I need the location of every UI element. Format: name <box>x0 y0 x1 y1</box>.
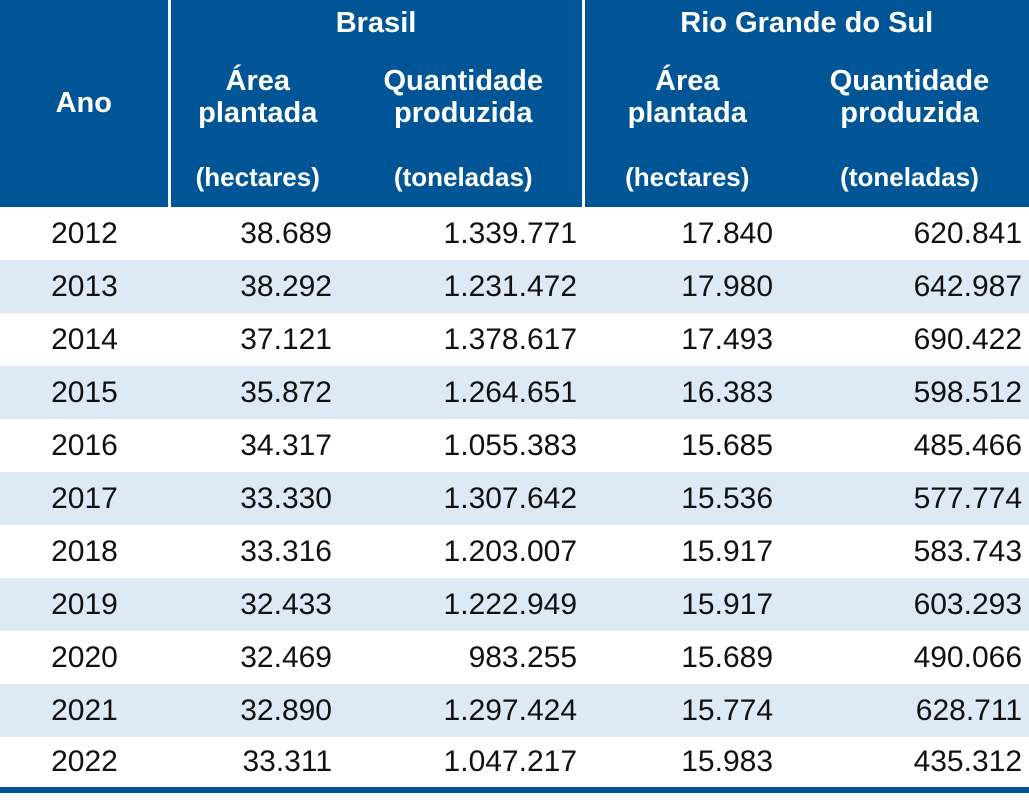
cell-year: 2019 <box>0 578 169 631</box>
header-brasil-qty: Quantidade produzida <box>345 48 584 148</box>
header-group-brasil: Brasil <box>167 0 584 48</box>
cell-brasil-area: 37.121 <box>240 322 332 356</box>
cell-rs-area: 15.774 <box>583 684 791 737</box>
cell-year: 2020 <box>51 640 118 674</box>
cell-rs-area: 17.840 <box>681 216 774 250</box>
cell-rs-qty: 690.422 <box>913 322 1023 356</box>
cell-brasil-area: 38.292 <box>169 260 345 313</box>
table-row: 2022 33.311 1.047.217 15.983 435.312 <box>0 737 1029 793</box>
table-row: 2013 38.292 1.231.472 17.980 642.987 <box>0 260 1029 313</box>
table-row: 2017 33.330 1.307.642 15.536 577.774 <box>0 472 1029 525</box>
cell-rs-qty: 490.066 <box>913 640 1023 674</box>
cell-year: 2016 <box>51 428 118 462</box>
cell-rs-area: 15.536 <box>583 472 791 525</box>
cell-brasil-area: 38.689 <box>240 216 332 250</box>
header-brasil-area: Área plantada <box>167 48 345 148</box>
cell-year: 2015 <box>0 366 169 419</box>
cell-year: 2012 <box>51 216 118 250</box>
header-year: Ano <box>0 0 169 207</box>
cell-rs-area: 16.383 <box>583 366 791 419</box>
cell-brasil-qty: 1.307.642 <box>345 472 584 525</box>
cell-year: 2013 <box>0 260 169 313</box>
table-row: 2016 34.317 1.055.383 15.685 485.466 <box>0 419 1029 472</box>
cell-rs-qty: 577.774 <box>790 472 1029 525</box>
table-row: 2015 35.872 1.264.651 16.383 598.512 <box>0 366 1029 419</box>
header-rs-qty: Quantidade produzida <box>790 48 1029 148</box>
cell-brasil-area: 32.890 <box>169 684 345 737</box>
cell-rs-qty: 603.293 <box>790 578 1029 631</box>
cell-brasil-qty: 1.231.472 <box>345 260 584 313</box>
header-rs-qty-unit: (toneladas) <box>790 148 1029 207</box>
cell-brasil-qty: 1.222.949 <box>345 578 584 631</box>
cell-rs-area: 17.980 <box>583 260 791 313</box>
cell-brasil-area: 32.433 <box>169 578 345 631</box>
cell-rs-qty: 598.512 <box>790 366 1029 419</box>
cell-brasil-area: 33.311 <box>169 737 345 793</box>
cell-brasil-area: 35.872 <box>169 366 345 419</box>
cell-brasil-qty: 1.339.771 <box>443 216 578 250</box>
cell-rs-qty: 620.841 <box>913 216 1023 250</box>
table-row: 2014 37.121 1.378.617 17.493 690.422 <box>0 313 1029 366</box>
cell-rs-qty: 485.466 <box>913 428 1023 462</box>
cell-rs-area: 17.493 <box>681 322 774 356</box>
header-group-rs: Rio Grande do Sul <box>581 0 1029 48</box>
cell-brasil-qty: 1.264.651 <box>345 366 584 419</box>
cell-rs-area: 15.983 <box>583 737 791 793</box>
header-rs-area-unit: (hectares) <box>581 148 791 207</box>
cell-year: 2022 <box>0 737 169 793</box>
table-row: 2018 33.316 1.203.007 15.917 583.743 <box>0 525 1029 578</box>
cell-rs-qty: 435.312 <box>790 737 1029 793</box>
cell-rs-area: 15.689 <box>681 640 774 674</box>
table-row: 2021 32.890 1.297.424 15.774 628.711 <box>0 684 1029 737</box>
cell-year: 2018 <box>51 534 118 568</box>
cell-brasil-qty: 983.255 <box>468 640 578 674</box>
header-rs-area: Área plantada <box>581 48 791 148</box>
table-row: 2019 32.433 1.222.949 15.917 603.293 <box>0 578 1029 631</box>
cell-brasil-area: 33.330 <box>169 472 345 525</box>
cell-brasil-area: 32.469 <box>240 640 332 674</box>
cell-brasil-qty: 1.203.007 <box>443 534 578 568</box>
cell-rs-area: 15.685 <box>681 428 774 462</box>
cell-brasil-area: 33.316 <box>240 534 332 568</box>
cell-rs-qty: 583.743 <box>913 534 1023 568</box>
cell-year: 2014 <box>51 322 118 356</box>
header-brasil-area-unit: (hectares) <box>167 148 345 207</box>
cell-brasil-qty: 1.047.217 <box>345 737 584 793</box>
cell-brasil-qty: 1.297.424 <box>345 684 584 737</box>
header-brasil-qty-unit: (toneladas) <box>345 148 584 207</box>
cell-rs-area: 15.917 <box>583 578 791 631</box>
cell-brasil-qty: 1.378.617 <box>443 322 578 356</box>
cell-rs-qty: 628.711 <box>790 684 1029 737</box>
cell-brasil-area: 34.317 <box>240 428 332 462</box>
cell-year: 2021 <box>0 684 169 737</box>
table-row: 2012 38.689 1.339.771 17.840 620.841 <box>0 207 1029 260</box>
cell-rs-area: 15.917 <box>681 534 774 568</box>
cell-year: 2017 <box>0 472 169 525</box>
cell-rs-qty: 642.987 <box>790 260 1029 313</box>
table-row: 2020 32.469 983.255 15.689 490.066 <box>0 631 1029 684</box>
cell-brasil-qty: 1.055.383 <box>443 428 578 462</box>
